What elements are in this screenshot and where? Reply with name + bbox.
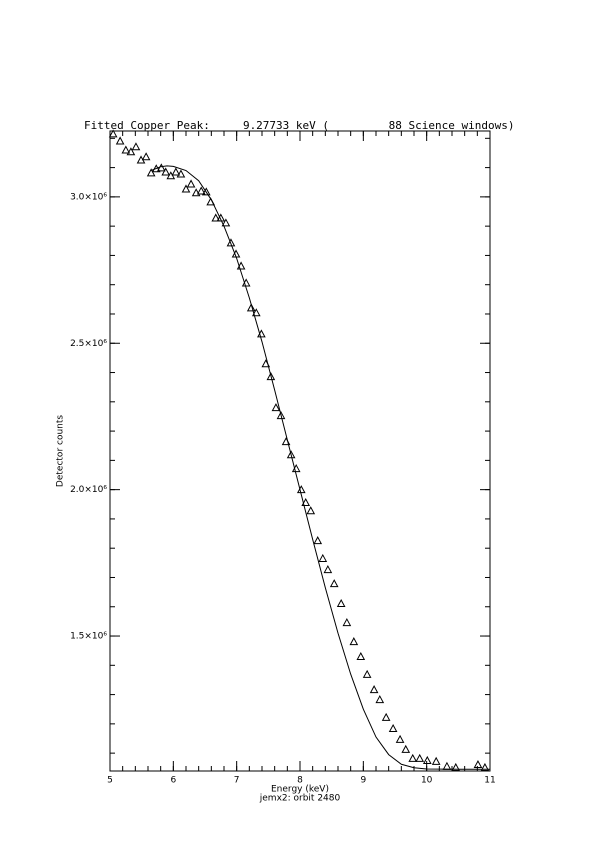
data-point [451, 762, 461, 771]
plot-frame [109, 130, 491, 772]
data-point [480, 762, 490, 771]
subtitle: jemx2: orbit 2480 [259, 794, 341, 804]
data-point [301, 497, 311, 507]
data-point [369, 685, 379, 694]
data-point [196, 186, 206, 195]
data-point [323, 565, 333, 574]
data-point [161, 167, 171, 176]
data-point [108, 129, 118, 138]
x-tick-label: 10 [421, 776, 433, 786]
y-tick-label: 1.5×10⁶ [70, 632, 107, 642]
data-point [329, 579, 339, 588]
data-point [286, 450, 296, 459]
data-point [221, 218, 231, 227]
data-point [246, 303, 256, 312]
data-point [276, 411, 286, 420]
data-point [342, 618, 352, 627]
data-point [191, 188, 201, 197]
data-point [296, 485, 306, 494]
data-point [166, 171, 176, 180]
data-point [251, 308, 261, 317]
data-point [408, 753, 418, 762]
data-point [401, 744, 411, 753]
data-point [313, 536, 323, 545]
data-point [146, 168, 156, 177]
data-point [211, 213, 221, 222]
data-point [388, 723, 398, 733]
x-tick-label: 11 [484, 776, 495, 786]
y-axis-label: Detector counts [56, 415, 66, 487]
data-point [375, 695, 385, 704]
data-point [362, 669, 372, 678]
data-point [126, 147, 136, 156]
x-tick-label: 7 [234, 776, 240, 786]
data-point [306, 506, 316, 515]
data-point [422, 755, 432, 764]
data-point [442, 761, 452, 770]
data-point [431, 756, 441, 765]
x-axis-label: Energy (keV) [271, 785, 329, 795]
data-point [356, 651, 366, 661]
data-point [171, 167, 181, 176]
data-point [181, 184, 191, 193]
data-point [395, 734, 405, 743]
data-point [151, 164, 161, 173]
fit-line [150, 165, 490, 770]
data-point [131, 142, 141, 151]
data-point [336, 598, 346, 608]
data-point [271, 403, 281, 412]
data-point [186, 179, 196, 188]
data-point [216, 213, 226, 222]
data-point [349, 637, 359, 646]
y-tick-label: 2.0×10⁶ [70, 485, 107, 495]
data-point [141, 152, 151, 161]
data-point [226, 238, 236, 247]
x-tick-label: 9 [360, 776, 366, 786]
y-tick-label: 2.5×10⁶ [70, 339, 107, 349]
data-point [318, 553, 328, 562]
chart-title: Fitted Copper Peak: 9.27733 keV ( 88 Sci… [84, 119, 514, 132]
data-point [415, 753, 425, 762]
data-point [115, 136, 125, 145]
data-point [121, 145, 131, 154]
data-point [381, 712, 391, 721]
x-tick-label: 6 [170, 776, 176, 786]
x-tick-label: 5 [107, 776, 113, 786]
y-tick-label: 3.0×10⁶ [70, 192, 107, 202]
data-point [473, 760, 483, 769]
data-point [201, 187, 211, 196]
x-tick-label: 8 [297, 776, 303, 786]
data-point [176, 169, 186, 178]
data-point [266, 372, 276, 381]
